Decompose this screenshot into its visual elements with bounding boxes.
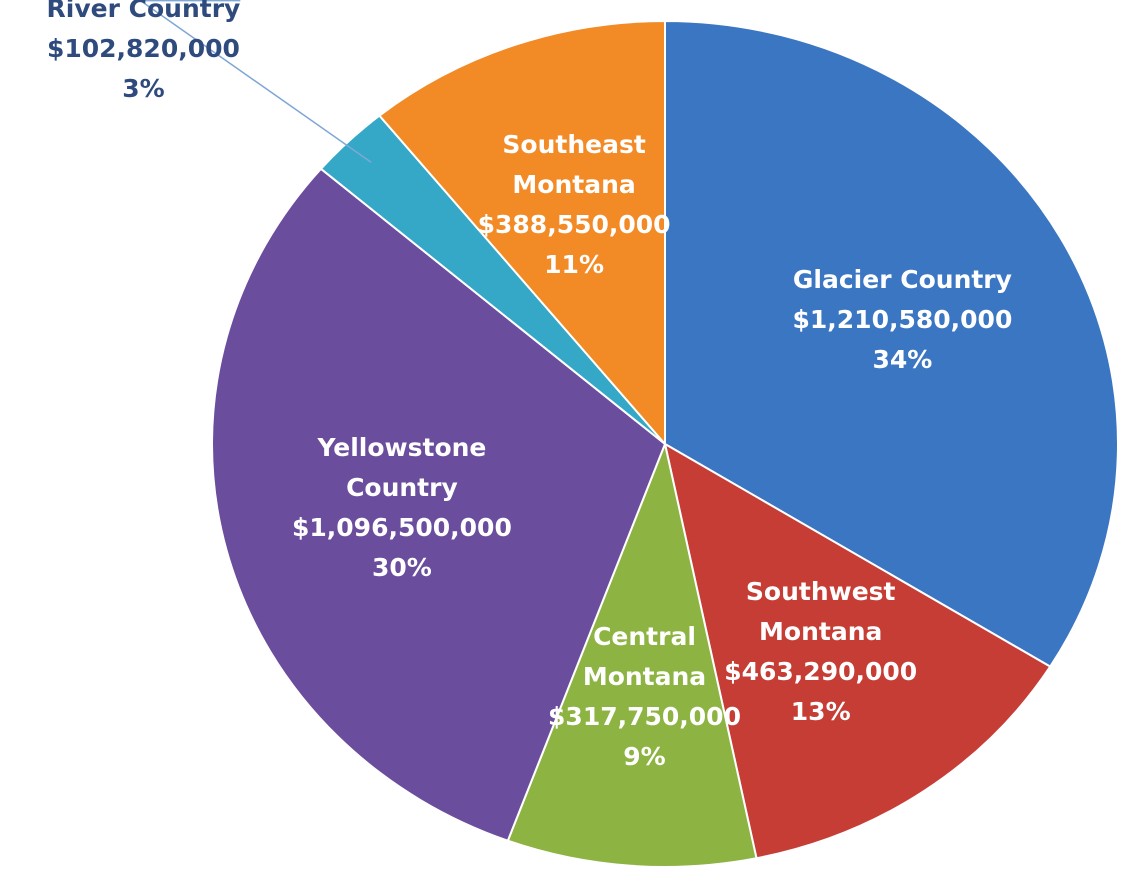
category-label: Southwest Montana <box>745 577 896 647</box>
pie-slice <box>377 19 666 447</box>
pie-slice <box>664 19 1119 668</box>
category-label: Southeast Montana <box>502 129 646 199</box>
slice-label: Missouri River Country $102,820,000 3% <box>47 0 241 109</box>
leader-line <box>138 0 372 163</box>
category-label: Yellowstone Country <box>317 432 487 502</box>
slice-label: Southwest Montana $463,290,000 13% <box>724 572 917 732</box>
value-label: $1,210,580,000 <box>792 305 1013 335</box>
percent-label: 9% <box>623 742 666 772</box>
value-label: $463,290,000 <box>724 657 918 687</box>
slice-label: Central Montana $317,750,000 9% <box>548 617 741 777</box>
value-label: $317,750,000 <box>548 702 741 732</box>
pie-slice <box>506 440 758 868</box>
percent-label: 11% <box>544 249 605 279</box>
value-label: $102,820,000 <box>46 33 240 63</box>
slice-label: Glacier Country $1,210,580,000 34% <box>793 260 1013 380</box>
percent-label: 3% <box>122 73 165 103</box>
value-label: $388,550,000 <box>477 209 671 239</box>
value-label: $1,096,500,000 <box>292 512 512 542</box>
pie-slice <box>211 167 667 842</box>
category-label: Missouri River Country <box>46 0 241 23</box>
pie-slice <box>663 441 1052 860</box>
percent-label: 30% <box>372 552 432 582</box>
category-label: Central Montana <box>582 622 707 692</box>
percent-label: 34% <box>872 345 933 375</box>
slice-label: Yellowstone Country $1,096,500,000 30% <box>292 428 512 588</box>
slice-label: Southeast Montana $388,550,000 11% <box>478 125 671 285</box>
percent-label: 13% <box>790 697 851 727</box>
category-label: Glacier Country <box>792 265 1012 295</box>
